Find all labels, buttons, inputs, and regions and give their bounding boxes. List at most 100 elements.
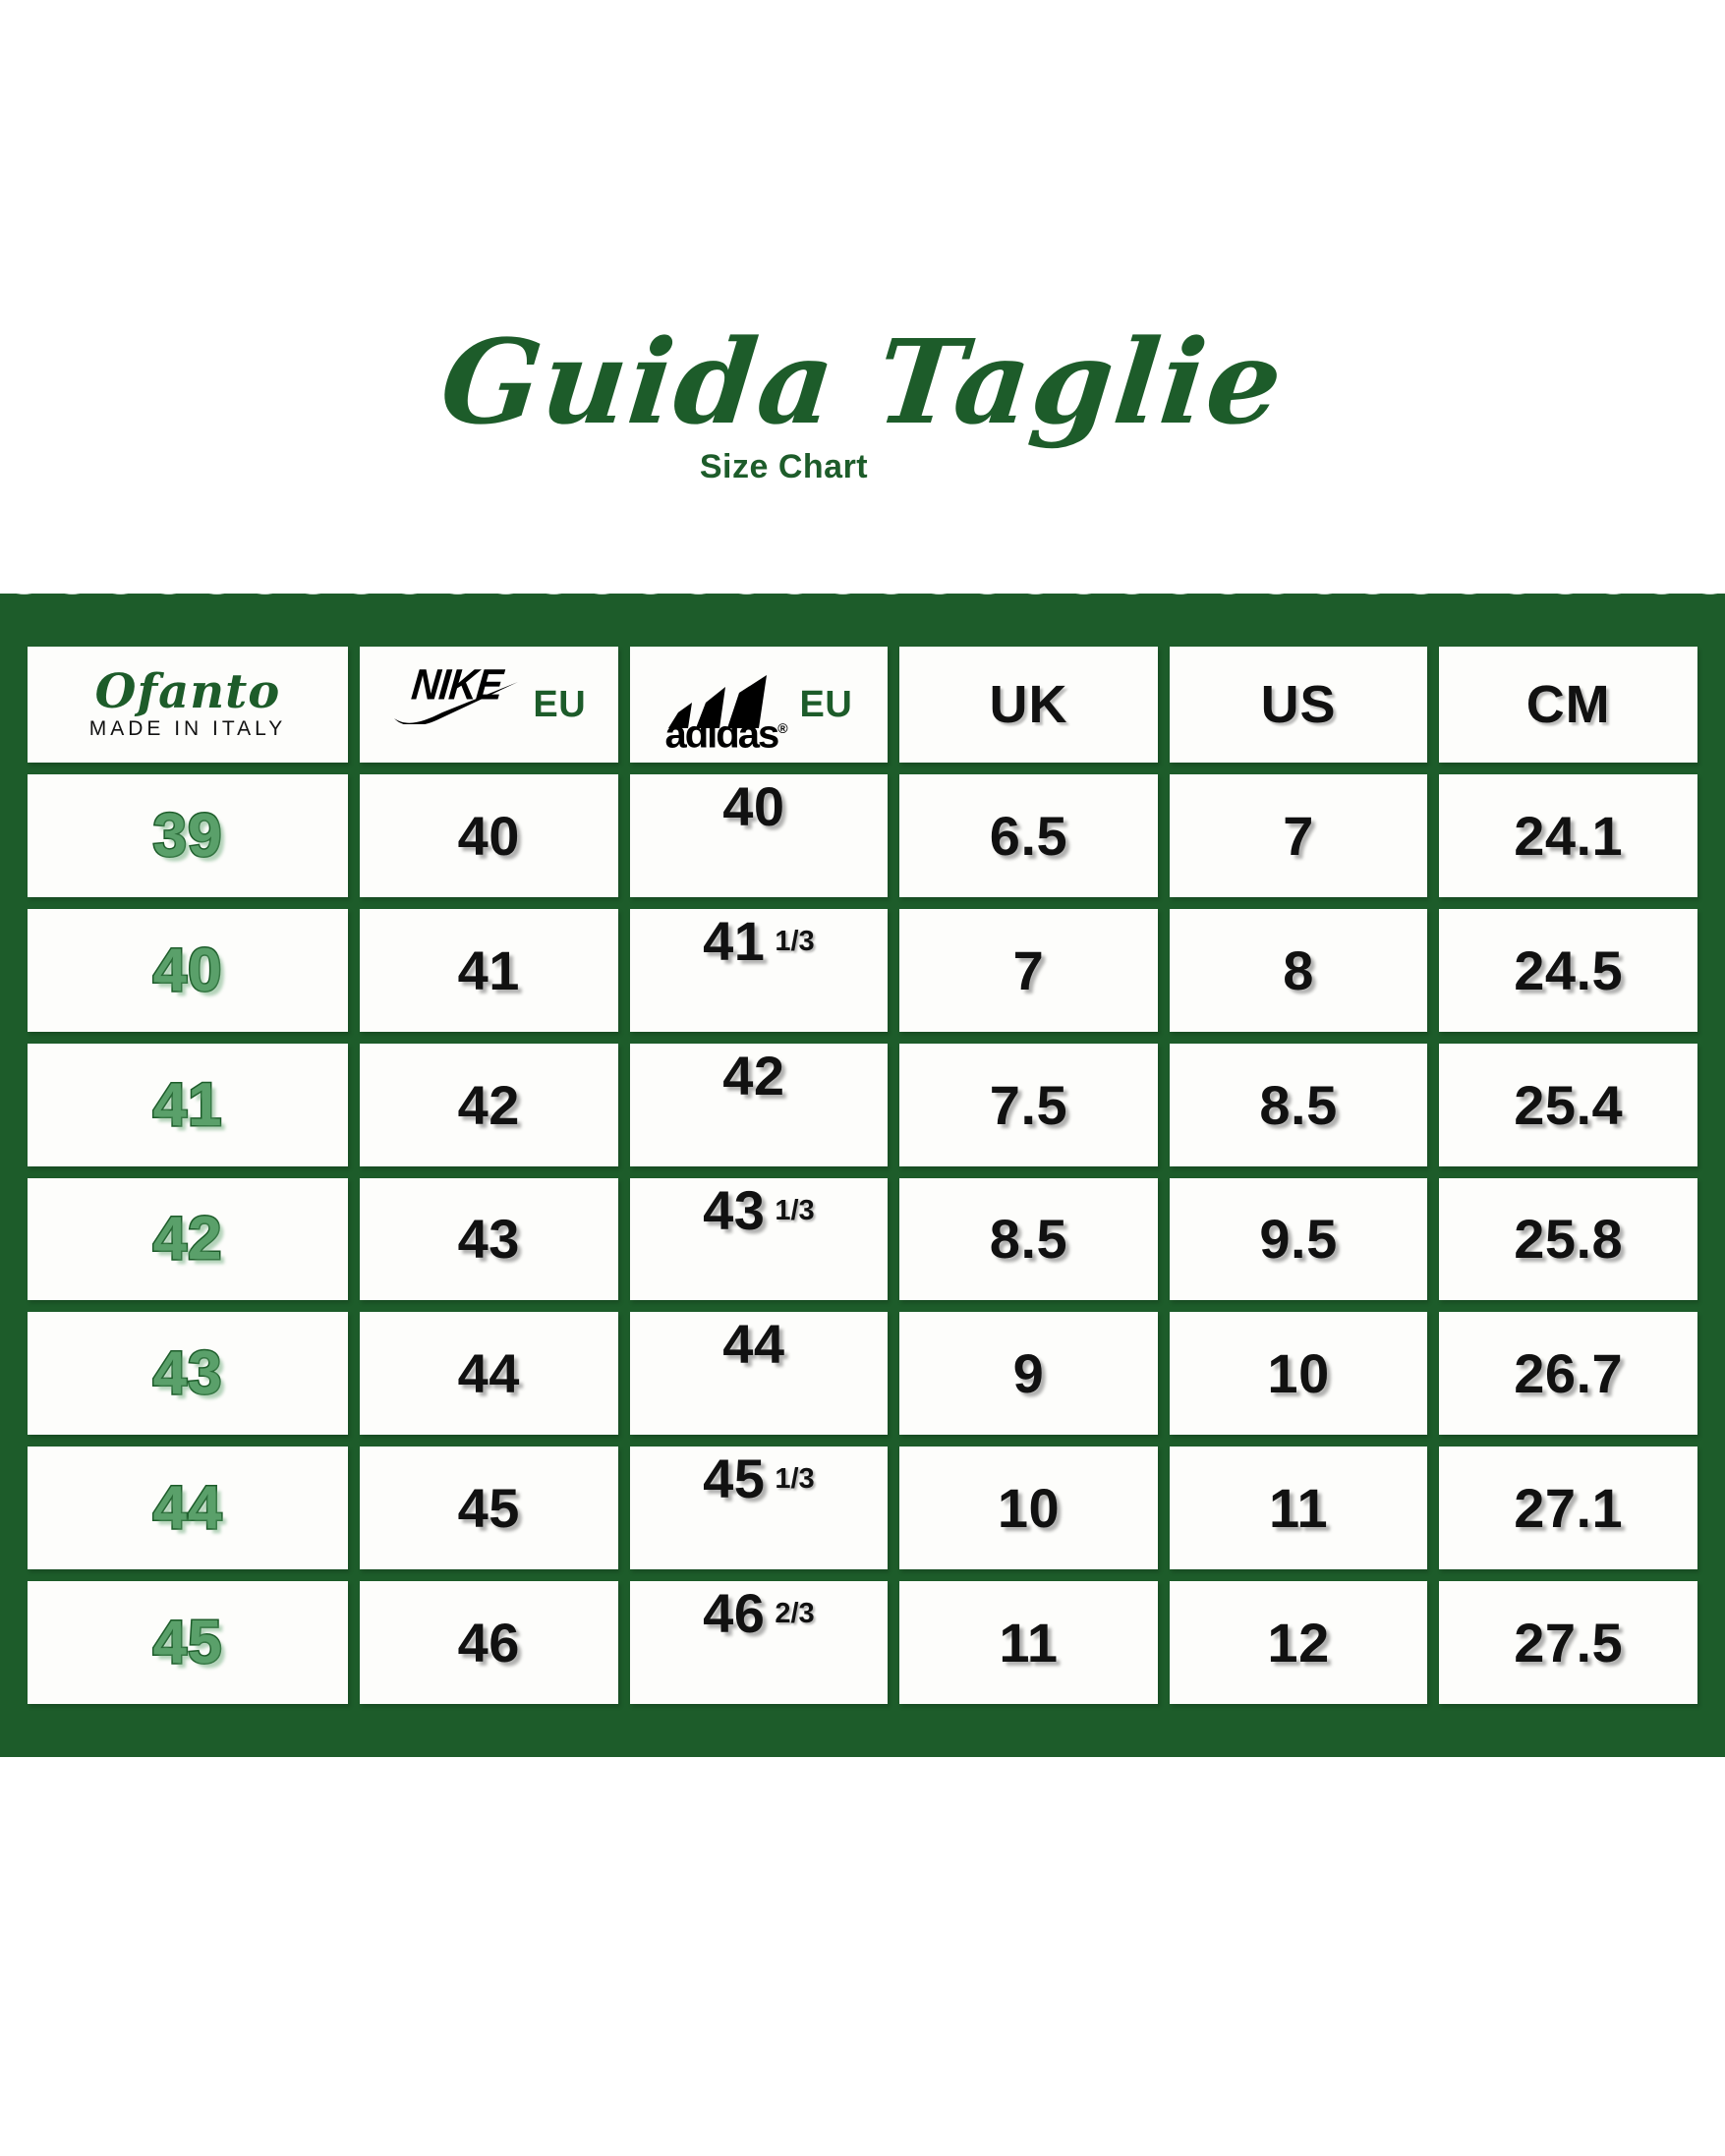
cell-ofanto: 39 <box>28 774 348 897</box>
cell-us: 9.5 <box>1169 1177 1428 1301</box>
table-row: 44 45 45 1/3 10 11 27.1 <box>28 1447 1697 1570</box>
cell-uk: 7.5 <box>899 1043 1158 1166</box>
ofanto-size: 43 <box>151 1338 223 1409</box>
table-row: 43 44 44 9 10 26.7 <box>28 1312 1697 1436</box>
cell-nike: 45 <box>360 1447 618 1570</box>
ofanto-size: 44 <box>151 1473 223 1544</box>
nike-swoosh-icon: NIKE <box>391 661 521 724</box>
cell-nike: 44 <box>360 1312 618 1436</box>
adidas-size-fraction: 1/3 <box>775 1463 815 1496</box>
uk-size: 10 <box>997 1477 1061 1540</box>
cell-nike: 43 <box>360 1177 618 1301</box>
cell-cm: 25.8 <box>1439 1177 1697 1301</box>
adidas-registered-mark: ® <box>777 719 788 736</box>
cell-cm: 25.4 <box>1439 1043 1697 1166</box>
table-row: 39 40 40 6.5 7 24.1 <box>28 774 1697 897</box>
adidas-size: 44 <box>722 1313 785 1376</box>
us-size: 10 <box>1267 1342 1330 1405</box>
adidas-size: 41 <box>703 909 766 972</box>
cell-adidas: 42 <box>629 1043 889 1166</box>
page-subtitle: Size Chart <box>699 448 869 485</box>
adidas-wordmark: adidas® <box>664 714 787 754</box>
cell-us: 8 <box>1169 908 1428 1032</box>
title-block: Guida Taglie Size Chart <box>0 313 1725 486</box>
adidas-size-fraction: 1/3 <box>775 925 815 957</box>
ofanto-size: 39 <box>151 800 223 871</box>
cell-ofanto: 42 <box>28 1177 348 1301</box>
cm-size: 26.7 <box>1514 1342 1624 1405</box>
ofanto-tagline: MADE IN ITALY <box>88 717 287 740</box>
column-header-cm-label: CM <box>1525 675 1611 734</box>
nike-size: 46 <box>457 1612 520 1674</box>
column-header-cm: CM <box>1439 647 1697 763</box>
adidas-size: 42 <box>722 1044 785 1106</box>
nike-unit-label: EU <box>533 683 587 725</box>
table-row: 40 41 41 1/3 7 8 24.5 <box>28 908 1697 1032</box>
adidas-size-fraction: 1/3 <box>775 1194 815 1226</box>
cm-size: 24.1 <box>1514 804 1624 867</box>
cell-nike: 41 <box>360 908 618 1032</box>
scallop-bottom-edge <box>0 1725 1725 1758</box>
cell-adidas: 45 1/3 <box>629 1447 889 1570</box>
size-chart-card: Ofanto MADE IN ITALY NIKE <box>0 593 1725 1758</box>
uk-size: 7.5 <box>989 1073 1068 1136</box>
cell-us: 12 <box>1169 1581 1428 1704</box>
cell-adidas: 41 1/3 <box>629 908 889 1032</box>
column-header-uk: UK <box>899 647 1158 763</box>
table-body: 39 40 40 6.5 7 24.1 40 41 41 1/3 7 8 24.5 <box>28 774 1697 1704</box>
cell-us: 7 <box>1169 774 1428 897</box>
cell-adidas: 46 2/3 <box>629 1581 889 1704</box>
nike-size: 45 <box>457 1477 520 1540</box>
uk-size: 9 <box>1012 1342 1045 1405</box>
nike-size: 40 <box>457 804 520 867</box>
adidas-three-bars-icon: adidas® <box>664 674 788 754</box>
adidas-wordmark-text: adidas <box>664 712 779 757</box>
cell-uk: 8.5 <box>899 1177 1158 1301</box>
uk-size: 6.5 <box>989 804 1068 867</box>
cm-size: 24.5 <box>1514 938 1624 1001</box>
cell-adidas: 40 <box>629 774 889 897</box>
nike-size: 41 <box>457 938 520 1001</box>
column-header-ofanto: Ofanto MADE IN ITALY <box>28 647 348 763</box>
cell-cm: 27.1 <box>1439 1447 1697 1570</box>
column-header-adidas: adidas® EU <box>629 647 889 763</box>
cell-cm: 26.7 <box>1439 1312 1697 1436</box>
cell-uk: 11 <box>899 1581 1158 1704</box>
us-size: 11 <box>1268 1477 1329 1540</box>
cell-nike: 40 <box>360 774 618 897</box>
adidas-size-fraction: 2/3 <box>775 1598 815 1630</box>
column-header-nike: NIKE EU <box>360 647 618 763</box>
us-size: 8 <box>1283 938 1314 1001</box>
cell-ofanto: 45 <box>28 1581 348 1704</box>
adidas-size: 40 <box>722 775 785 837</box>
uk-size: 8.5 <box>989 1208 1068 1271</box>
table-header-row: Ofanto MADE IN ITALY NIKE <box>28 647 1697 763</box>
nike-size: 43 <box>457 1208 520 1271</box>
cell-us: 10 <box>1169 1312 1428 1436</box>
cm-size: 27.5 <box>1514 1612 1624 1674</box>
cell-us: 11 <box>1169 1447 1428 1570</box>
ofanto-wordmark: Ofanto <box>94 664 281 719</box>
column-header-us: US <box>1169 647 1428 763</box>
us-size: 9.5 <box>1259 1208 1338 1271</box>
cm-size: 25.8 <box>1514 1208 1624 1271</box>
nike-size: 42 <box>457 1073 520 1136</box>
cm-size: 27.1 <box>1514 1477 1624 1540</box>
uk-size: 11 <box>999 1612 1059 1674</box>
page-title: Guida Taglie <box>434 313 1291 450</box>
ofanto-size: 45 <box>151 1608 223 1678</box>
cell-nike: 46 <box>360 1581 618 1704</box>
adidas-unit-label: EU <box>799 683 853 725</box>
ofanto-size: 41 <box>151 1069 223 1140</box>
column-header-us-label: US <box>1260 675 1337 734</box>
cell-ofanto: 44 <box>28 1447 348 1570</box>
adidas-size: 43 <box>703 1178 766 1241</box>
us-size: 12 <box>1267 1612 1330 1674</box>
nike-size: 44 <box>457 1342 520 1405</box>
table-row: 45 46 46 2/3 11 12 27.5 <box>28 1581 1697 1704</box>
table-row: 42 43 43 1/3 8.5 9.5 25.8 <box>28 1177 1697 1301</box>
scallop-top-edge <box>0 593 1725 626</box>
adidas-size: 45 <box>703 1447 766 1510</box>
cell-nike: 42 <box>360 1043 618 1166</box>
